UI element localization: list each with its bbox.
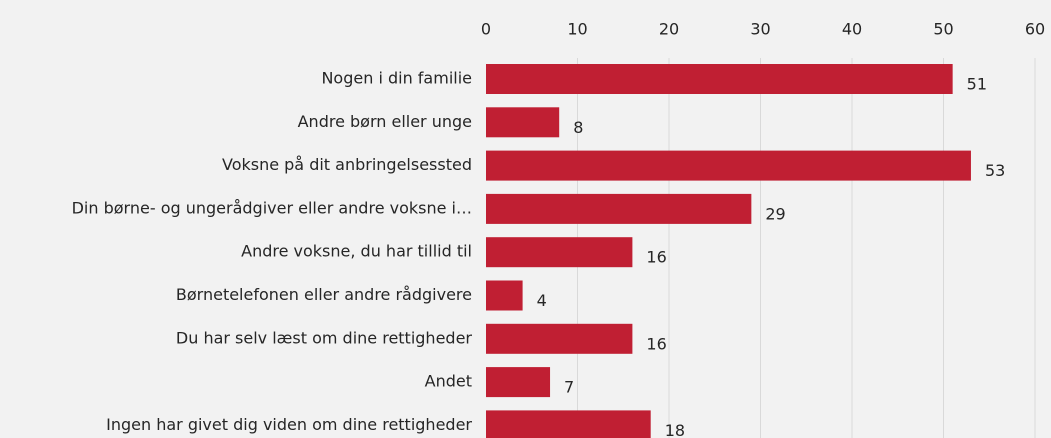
y-tick-label: Børnetelefonen eller andre rådgivere	[176, 285, 472, 304]
bar	[486, 107, 560, 138]
y-tick-label: Ingen har givet dig viden om dine rettig…	[106, 415, 472, 434]
data-label: 16	[646, 248, 666, 267]
data-label: 8	[573, 118, 583, 137]
bar	[486, 323, 633, 354]
y-tick-label: Andre børn eller unge	[298, 112, 472, 131]
data-label: 18	[665, 421, 685, 438]
x-tick-label: 50	[933, 20, 953, 39]
y-tick-label: Andre voksne, du har tillid til	[241, 242, 472, 261]
bar	[486, 237, 633, 268]
y-tick-label: Din børne- og ungerådgiver eller andre v…	[72, 198, 472, 217]
data-label: 7	[564, 378, 574, 397]
y-tick-label: Andet	[425, 372, 472, 391]
x-tick-label: 0	[481, 20, 491, 39]
bar	[486, 410, 651, 438]
bar	[486, 64, 953, 94]
y-tick-label: Du har selv læst om dine rettigheder	[176, 328, 473, 347]
x-tick-label: 10	[567, 20, 587, 39]
x-tick-label: 60	[1025, 20, 1045, 39]
data-label: 51	[967, 75, 987, 94]
bar	[486, 280, 523, 311]
data-label: 53	[985, 161, 1005, 180]
data-label: 16	[646, 334, 666, 353]
data-label: 29	[765, 204, 785, 223]
y-tick-label: Nogen i din familie	[321, 69, 472, 88]
x-tick-label: 20	[659, 20, 679, 39]
y-tick-label: Voksne på dit anbringelsessted	[222, 155, 472, 174]
bar	[486, 150, 971, 181]
data-label: 4	[537, 291, 547, 310]
x-tick-label: 30	[750, 20, 770, 39]
bar	[486, 367, 551, 398]
bar	[486, 193, 752, 224]
x-tick-label: 40	[842, 20, 862, 39]
